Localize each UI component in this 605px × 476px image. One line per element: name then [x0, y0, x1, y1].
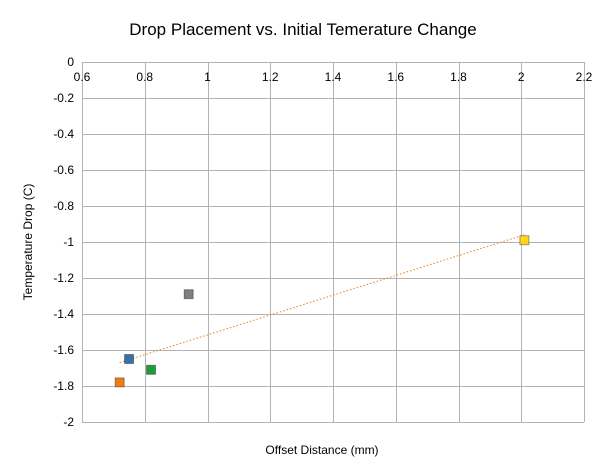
x-tick-label: 2.2	[576, 70, 593, 84]
chart-title: Drop Placement vs. Initial Temerature Ch…	[129, 20, 476, 39]
data-point	[183, 289, 194, 300]
y-tick-label: -0.2	[53, 91, 74, 105]
data-point	[519, 235, 530, 246]
y-tick-label: -1	[63, 235, 74, 249]
data-point	[146, 364, 157, 375]
trendline	[119, 234, 525, 364]
trendline-layer	[119, 234, 525, 364]
data-points	[114, 235, 530, 388]
x-tick-label: 2	[518, 70, 525, 84]
x-tick-label: 1.2	[262, 70, 279, 84]
y-tick-label: -1.8	[53, 379, 74, 393]
x-tick-label: 1.8	[450, 70, 467, 84]
y-tick-label: -1.6	[53, 343, 74, 357]
y-tick-label: -2	[63, 415, 74, 429]
x-tick-label: 1.6	[387, 70, 404, 84]
y-tick-label: -0.6	[53, 163, 74, 177]
y-tick-label: -0.4	[53, 127, 74, 141]
x-tick-labels: 0.6 0.8 1 1.2 1.4 1.6 1.8 2 2.2	[74, 70, 593, 84]
y-tick-label: 0	[67, 55, 74, 69]
x-tick-label: 0.8	[136, 70, 153, 84]
y-tick-label: -1.4	[53, 307, 74, 321]
data-point	[124, 354, 135, 364]
x-tick-label: 1.4	[325, 70, 342, 84]
x-tick-label: 0.6	[74, 70, 91, 84]
x-axis-label: Offset Distance (mm)	[265, 443, 378, 457]
y-axis-label: Temperature Drop (C)	[21, 184, 35, 301]
y-tick-label: -0.8	[53, 199, 74, 213]
y-tick-labels: 0 -0.2 -0.4 -0.6 -0.8 -1 -1.2 -1.4 -1.6 -1.8 -2	[53, 55, 74, 429]
y-tick-label: -1.2	[53, 271, 74, 285]
x-tick-label: 1	[204, 70, 211, 84]
grid-layer	[82, 62, 585, 423]
data-point	[114, 377, 125, 388]
